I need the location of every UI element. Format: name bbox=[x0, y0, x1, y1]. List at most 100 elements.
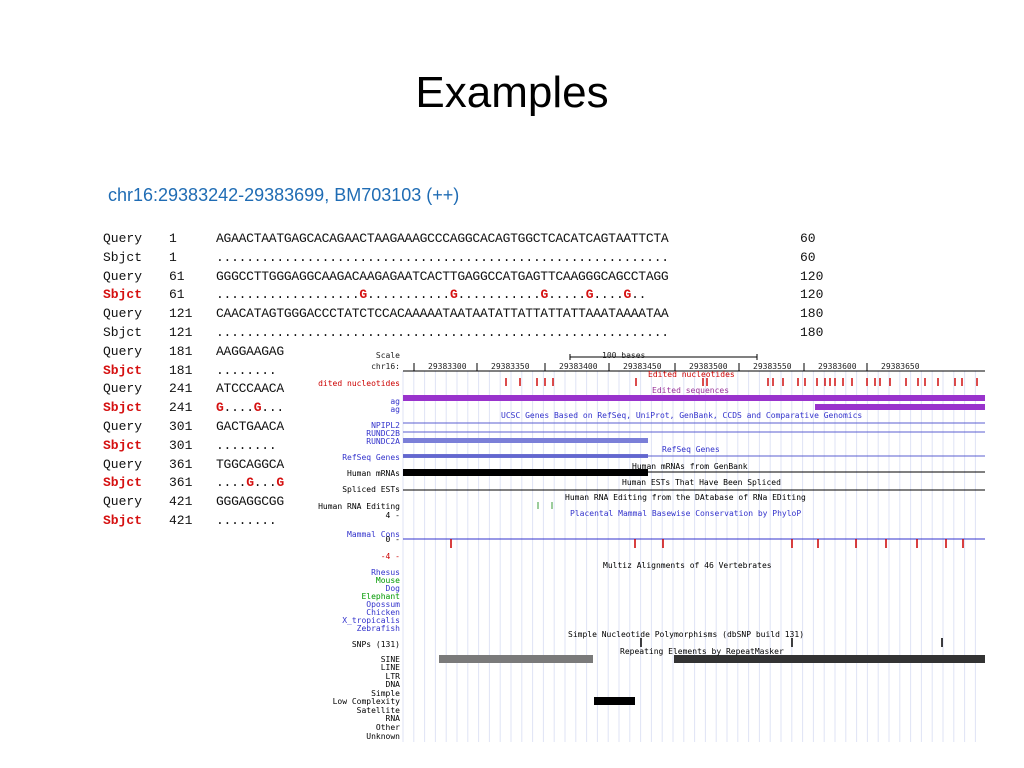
chrom-label: chr16: bbox=[371, 362, 400, 371]
alignment-row-sequence: CAACATAGTGGGACCCTATCTCCACAAAAATAATAATATT… bbox=[216, 306, 669, 322]
alignment-row-sequence: GACTGAACA bbox=[216, 419, 284, 434]
alignment-row-label: Sbjct bbox=[103, 287, 143, 303]
track-label: Elephant bbox=[361, 592, 400, 601]
alignment-row-sequence: ...................G...........G........… bbox=[216, 287, 647, 303]
alignment-row-sequence: TGGCAGGCA bbox=[216, 456, 284, 472]
track-label: Rhesus bbox=[371, 568, 400, 577]
track-title: Edited sequences bbox=[652, 386, 730, 395]
alignment-row-label: Query bbox=[103, 306, 143, 322]
track-title: Placental Mammal Basewise Conservation b… bbox=[570, 509, 802, 518]
track-label: LINE bbox=[380, 663, 400, 672]
scale-text: 100 bases bbox=[602, 351, 646, 360]
alignment-row-start: 241 bbox=[169, 400, 193, 416]
track-title: Human RNA Editing from the DAtabase of R… bbox=[565, 493, 806, 502]
alignment-row-start: 421 bbox=[169, 494, 193, 510]
track-label: 0 - bbox=[385, 535, 400, 544]
alignment-subtitle: chr16:29383242-29383699, BM703103 (++) bbox=[108, 185, 460, 205]
alignment-row-start: 181 bbox=[169, 362, 193, 378]
track-label: LTR bbox=[385, 672, 400, 681]
alignment-row-label: Sbjct bbox=[103, 400, 143, 416]
alignment-row-sequence: G....G... bbox=[216, 400, 284, 416]
alignment-row-start: 301 bbox=[169, 437, 193, 453]
alignment-row-start: 361 bbox=[169, 456, 193, 472]
track-title: Edited nucleotides bbox=[648, 370, 735, 379]
track-label: Low Complexity bbox=[332, 697, 400, 706]
gene-exon bbox=[403, 438, 648, 443]
ruler-coordinate: 29383650 bbox=[881, 362, 920, 371]
track-label: Unknown bbox=[366, 732, 400, 741]
track-label: Human RNA Editing bbox=[318, 502, 400, 511]
track-label: -4 - bbox=[380, 552, 400, 561]
alignment-row-sequence: ........................................… bbox=[216, 249, 669, 265]
ruler-coordinate: 29383450 bbox=[623, 362, 662, 371]
scale-label: Scale bbox=[375, 351, 400, 360]
track-label: ag bbox=[390, 397, 400, 406]
ruler-coordinate: 29383400 bbox=[559, 362, 598, 371]
track-label: X_tropicalis bbox=[342, 616, 400, 625]
alignment-row-sequence: ........ bbox=[216, 437, 277, 453]
alignment-row-start: 121 bbox=[169, 325, 193, 340]
track-title: RefSeq Genes bbox=[662, 445, 720, 454]
alignment-row-end: 120 bbox=[800, 268, 824, 284]
alignment-row-label: Query bbox=[103, 381, 143, 397]
alignment-row-sequence: ........ bbox=[216, 362, 277, 378]
track-label: Dog bbox=[385, 584, 400, 593]
alignment-row-label: Query bbox=[103, 494, 143, 510]
track-title: Human ESTs That Have Been Spliced bbox=[622, 478, 781, 487]
alignment-row-end: 60 bbox=[800, 231, 816, 246]
alignment-row-start: 361 bbox=[169, 475, 193, 491]
track-label: Spliced ESTs bbox=[342, 485, 400, 494]
alignment-row-label: Query bbox=[103, 419, 143, 434]
track-label: DNA bbox=[385, 680, 400, 689]
track-label: 4 - bbox=[385, 511, 400, 520]
track-label: SINE bbox=[380, 655, 400, 664]
track-label: Other bbox=[375, 723, 400, 732]
repeat-sine-block bbox=[439, 655, 593, 663]
track-label: Zebrafish bbox=[356, 624, 400, 633]
alignment-row-end: 180 bbox=[800, 325, 824, 340]
genome-browser-tracks bbox=[402, 354, 985, 742]
alignment-row-start: 1 bbox=[169, 231, 177, 246]
repeat-sine-block bbox=[674, 655, 985, 663]
alignment-row-sequence: GGGAGGCGG bbox=[216, 494, 284, 510]
track-label: RNA bbox=[385, 714, 400, 723]
alignment-row-sequence: ........ bbox=[216, 513, 277, 528]
alignment-row-label: Sbjct bbox=[103, 513, 143, 528]
track-label: ag bbox=[390, 405, 400, 414]
alignment-row-sequence: AGAACTAATGAGCACAGAACTAAGAAAGCCCAGGCACAGT… bbox=[216, 231, 669, 246]
track-title: UCSC Genes Based on RefSeq, UniProt, Gen… bbox=[501, 411, 863, 420]
edited-seq-bar bbox=[403, 395, 985, 401]
alignment-row-end: 120 bbox=[800, 287, 824, 303]
alignment-row-start: 121 bbox=[169, 306, 193, 322]
ruler-coordinate: 29383600 bbox=[818, 362, 857, 371]
alignment-row-label: Sbjct bbox=[103, 325, 143, 340]
ruler-coordinate: 29383500 bbox=[689, 362, 728, 371]
alignment-row-start: 1 bbox=[169, 249, 177, 265]
track-title: Multiz Alignments of 46 Vertebrates bbox=[603, 561, 772, 570]
alignment-row-sequence: ........................................… bbox=[216, 325, 669, 340]
alignment-row-label: Query bbox=[103, 456, 143, 472]
track-title: Simple Nucleotide Polymorphisms (dbSNP b… bbox=[568, 630, 805, 639]
alignment-row-start: 421 bbox=[169, 513, 193, 528]
track-label: RUNDC2B bbox=[366, 429, 400, 438]
alignment-row-label: Sbjct bbox=[103, 437, 143, 453]
alignment-row-start: 61 bbox=[169, 268, 185, 284]
alignment-row-start: 241 bbox=[169, 381, 193, 397]
track-label: NPIPL2 bbox=[371, 421, 400, 430]
alignment-row-sequence: ATCCCAACA bbox=[216, 381, 284, 397]
ruler-coordinate: 29383550 bbox=[753, 362, 792, 371]
track-label: Chicken bbox=[366, 608, 400, 617]
track-title: Repeating Elements by RepeatMasker bbox=[620, 647, 784, 656]
alignment-row-start: 301 bbox=[169, 419, 193, 434]
track-label: RUNDC2A bbox=[366, 437, 400, 446]
alignment-row-start: 61 bbox=[169, 287, 185, 303]
alignment-row-start: 181 bbox=[169, 343, 193, 359]
track-label: Mouse bbox=[375, 576, 400, 585]
slide-title: Examples bbox=[415, 68, 609, 117]
alignment-row-sequence: GGGCCTTGGGAGGCAAGACAAGAGAATCACTTGAGGCCAT… bbox=[216, 268, 669, 284]
repeat-lowcomplexity-block bbox=[594, 697, 635, 705]
track-label: dited nucleotides bbox=[318, 379, 400, 388]
track-label: Simple bbox=[371, 689, 400, 698]
genome-browser-image: Scale chr16: 100 bases 29383300 29383350 2… bbox=[305, 345, 990, 742]
alignment-row-end: 60 bbox=[800, 249, 816, 265]
